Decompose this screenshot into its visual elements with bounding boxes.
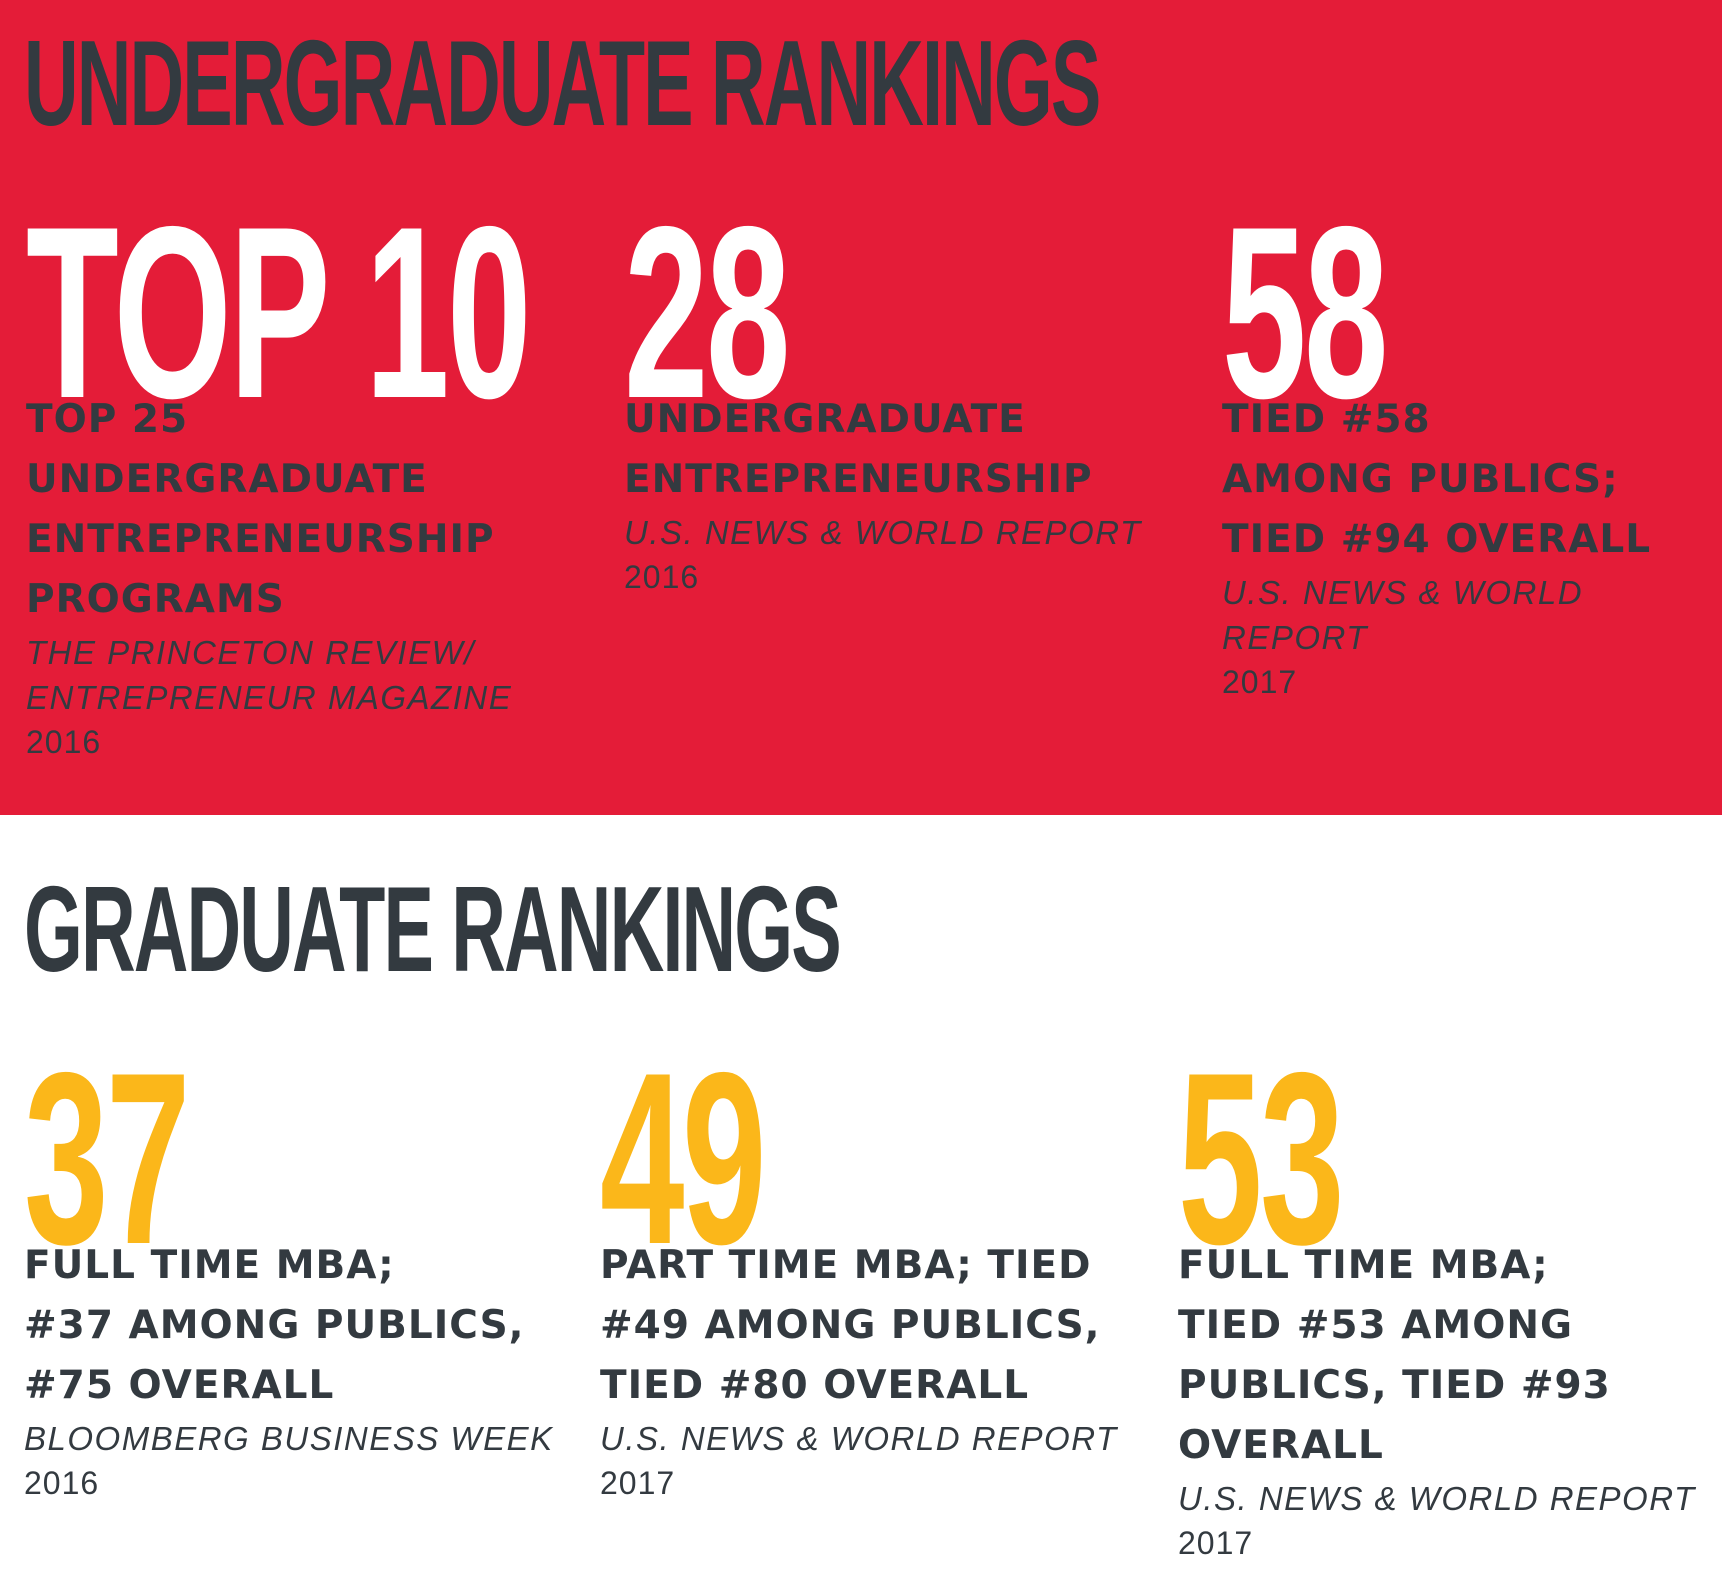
stat-rank: 49: [600, 1021, 766, 1295]
stat-rank: TOP 10: [26, 175, 532, 449]
stat-source: THE PRINCETON REVIEW/ ENTREPRENEUR MAGAZ…: [26, 634, 513, 716]
stat-rank: 53: [1178, 1021, 1344, 1295]
stat-description: FULL TIME MBA; TIED #53 AMONG PUBLICS, T…: [1178, 1243, 1611, 1468]
stat-year: 2017: [600, 1465, 676, 1501]
undergrad-stat-top10: TOP 10 TOP 25 UNDERGRADUATE ENTREPRENEUR…: [26, 190, 586, 765]
grad-stat-37: 37 FULL TIME MBA; #37 AMONG PUBLICS, #75…: [24, 1036, 584, 1506]
stat-rank: 37: [24, 1021, 190, 1295]
stat-description: PART TIME MBA; TIED #49 AMONG PUBLICS, T…: [600, 1243, 1101, 1408]
graduate-title: GRADUATE RANKINGS: [24, 861, 842, 997]
undergrad-stat-58: 58 TIED #58 AMONG PUBLICS; TIED #94 OVER…: [1222, 190, 1712, 705]
graduate-section: [0, 815, 1722, 1590]
stat-description: TOP 25 UNDERGRADUATE ENTREPRENEURSHIP PR…: [26, 397, 495, 622]
stat-year: 2017: [1222, 664, 1298, 700]
grad-stat-49: 49 PART TIME MBA; TIED #49 AMONG PUBLICS…: [600, 1036, 1160, 1506]
undergraduate-section: [0, 0, 1722, 815]
stat-source: U.S. NEWS & WORLD REPORT: [1222, 574, 1584, 656]
stat-rank: 58: [1222, 175, 1388, 449]
stat-year: 2016: [24, 1465, 100, 1501]
stat-year: 2017: [1178, 1525, 1254, 1561]
stat-year: 2016: [624, 559, 700, 595]
stat-source: U.S. NEWS & WORLD REPORT: [600, 1420, 1118, 1457]
stat-rank: 28: [624, 175, 790, 449]
stat-year: 2016: [26, 724, 102, 760]
undergraduate-title: UNDERGRADUATE RANKINGS: [24, 15, 1101, 151]
stat-source: U.S. NEWS & WORLD REPORT: [1178, 1480, 1696, 1517]
stat-description: TIED #58 AMONG PUBLICS; TIED #94 OVERALL: [1222, 397, 1652, 562]
grad-stat-53: 53 FULL TIME MBA; TIED #53 AMONG PUBLICS…: [1178, 1036, 1708, 1566]
stat-description: UNDERGRADUATE ENTREPRENEURSHIP: [624, 397, 1093, 502]
undergrad-stat-28: 28 UNDERGRADUATE ENTREPRENEURSHIP U.S. N…: [624, 190, 1144, 600]
stat-source: U.S. NEWS & WORLD REPORT: [624, 514, 1142, 551]
stat-description: FULL TIME MBA; #37 AMONG PUBLICS, #75 OV…: [24, 1243, 525, 1408]
stat-source: BLOOMBERG BUSINESS WEEK: [24, 1420, 554, 1457]
